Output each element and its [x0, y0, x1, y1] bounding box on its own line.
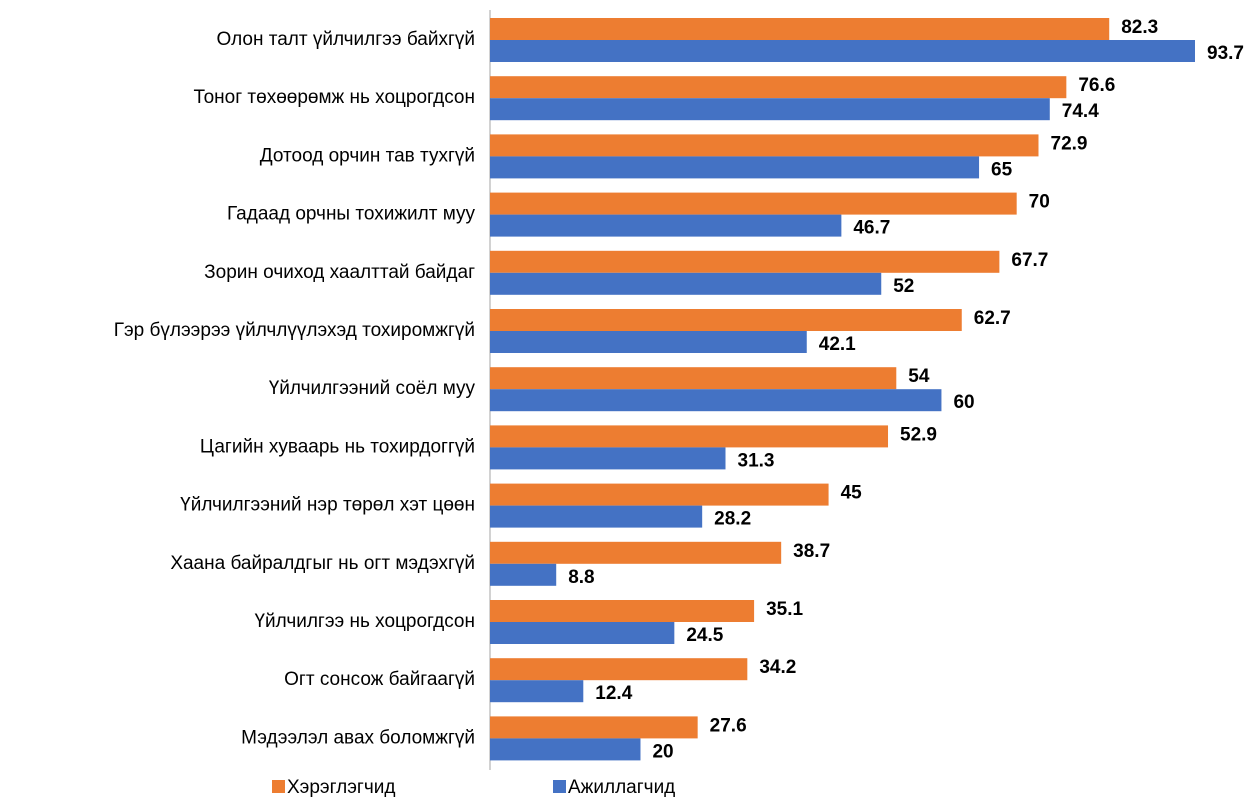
category-label: Үйлчилгээний нэр төрөл хэт цөөн [180, 495, 475, 516]
bar [490, 680, 584, 703]
value-label: 31.3 [738, 450, 775, 471]
category-label: Дотоод орчин тав тухгүй [260, 145, 475, 166]
bar [490, 18, 1110, 40]
value-label: 24.5 [686, 625, 723, 646]
category-label: Үйлчилгээний соёл муу [269, 378, 476, 399]
value-label: 28.2 [714, 509, 751, 530]
value-label: 65 [991, 159, 1013, 180]
value-label: 38.7 [793, 541, 830, 562]
value-label: 70 [1029, 192, 1050, 213]
bar [490, 331, 807, 353]
category-label: Мэдээлэл авах боломжгүй [241, 727, 475, 748]
category-label: Тоног төхөөрөмж нь хоцрогдсон [193, 87, 475, 108]
bar [490, 658, 748, 681]
value-label: 60 [953, 392, 974, 413]
bar [490, 447, 726, 470]
category-label: Олон талт үйлчилгээ байхгүй [217, 29, 475, 50]
legend-swatch [553, 780, 566, 793]
category-label: Зорин очиход хаалттай байдаг [204, 262, 475, 283]
category-label: Цагийн хуваарь нь тохирдоггүй [200, 436, 475, 457]
bar [490, 541, 782, 564]
bar [490, 505, 703, 528]
bar [490, 40, 1195, 62]
value-label: 20 [652, 741, 673, 762]
value-label: 74.4 [1062, 101, 1099, 122]
value-label: 52 [893, 276, 914, 297]
bar [490, 600, 755, 622]
legend-label: Ажиллагчид [568, 777, 675, 798]
bar [490, 367, 897, 390]
value-label: 42.1 [819, 334, 856, 355]
bar [490, 250, 1000, 273]
bar [490, 98, 1050, 121]
legend-swatch [272, 780, 285, 793]
bar [490, 272, 882, 295]
category-label: Гадаад орчны тохижилт муу [227, 204, 476, 225]
bar [490, 389, 942, 412]
bar [490, 192, 1017, 215]
value-label: 82.3 [1121, 17, 1158, 38]
bar [490, 622, 675, 644]
value-label: 62.7 [974, 308, 1011, 329]
bar [490, 483, 829, 506]
category-label: Гэр бүлээрээ үйлчлүүлэхэд тохиромжгүй [114, 320, 475, 341]
value-label: 34.2 [759, 657, 796, 678]
value-label: 45 [841, 483, 863, 504]
bar [490, 716, 698, 739]
bar [490, 563, 557, 586]
category-label: Огт сонсож байгаагүй [284, 669, 475, 690]
value-label: 52.9 [900, 424, 937, 445]
bar [490, 309, 962, 331]
value-label: 72.9 [1051, 133, 1088, 154]
value-label: 27.6 [710, 715, 747, 736]
value-label: 35.1 [766, 599, 803, 620]
value-label: 76.6 [1078, 75, 1115, 96]
value-label: 67.7 [1011, 250, 1048, 271]
legend-label: Хэрэглэгчид [287, 777, 395, 798]
value-label: 12.4 [595, 683, 632, 704]
value-label: 93.7 [1207, 43, 1244, 64]
bar [490, 76, 1067, 99]
value-label: 46.7 [853, 218, 890, 239]
bar [490, 214, 842, 237]
bar [490, 134, 1039, 157]
bar [490, 425, 889, 448]
value-label: 8.8 [568, 567, 594, 588]
bar [490, 738, 641, 761]
category-label: Хаана байралдгыг нь огт мэдэхгүй [170, 553, 475, 574]
bar [490, 156, 980, 179]
value-label: 54 [908, 366, 930, 387]
category-label: Үйлчилгээ нь хоцрогдсон [254, 611, 475, 632]
